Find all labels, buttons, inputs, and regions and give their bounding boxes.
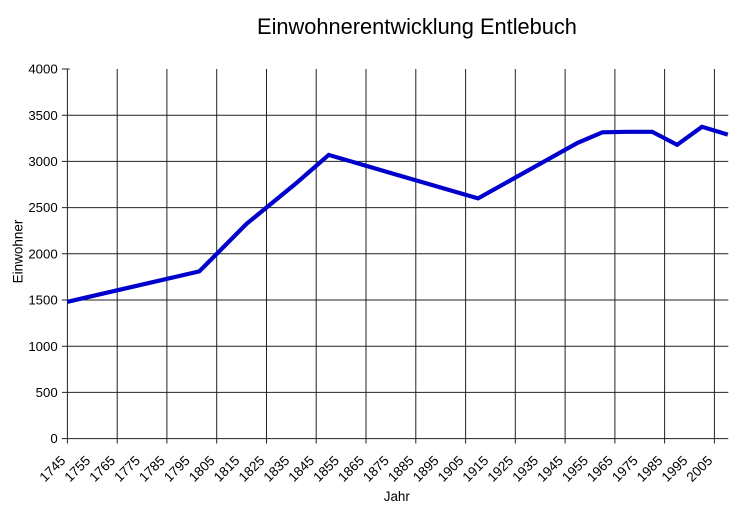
svg-text:Einwohnerentwicklung Entlebuch: Einwohnerentwicklung Entlebuch bbox=[257, 14, 577, 39]
svg-text:1500: 1500 bbox=[28, 293, 57, 308]
svg-text:3000: 3000 bbox=[28, 154, 57, 169]
svg-text:2500: 2500 bbox=[28, 200, 57, 215]
svg-text:2000: 2000 bbox=[28, 246, 57, 261]
svg-text:Jahr: Jahr bbox=[384, 489, 411, 504]
svg-text:500: 500 bbox=[36, 385, 58, 400]
svg-text:4000: 4000 bbox=[28, 62, 57, 77]
svg-text:Einwohner: Einwohner bbox=[11, 219, 26, 283]
svg-text:0: 0 bbox=[50, 431, 57, 446]
svg-text:3500: 3500 bbox=[28, 108, 57, 123]
svg-text:1000: 1000 bbox=[28, 339, 57, 354]
